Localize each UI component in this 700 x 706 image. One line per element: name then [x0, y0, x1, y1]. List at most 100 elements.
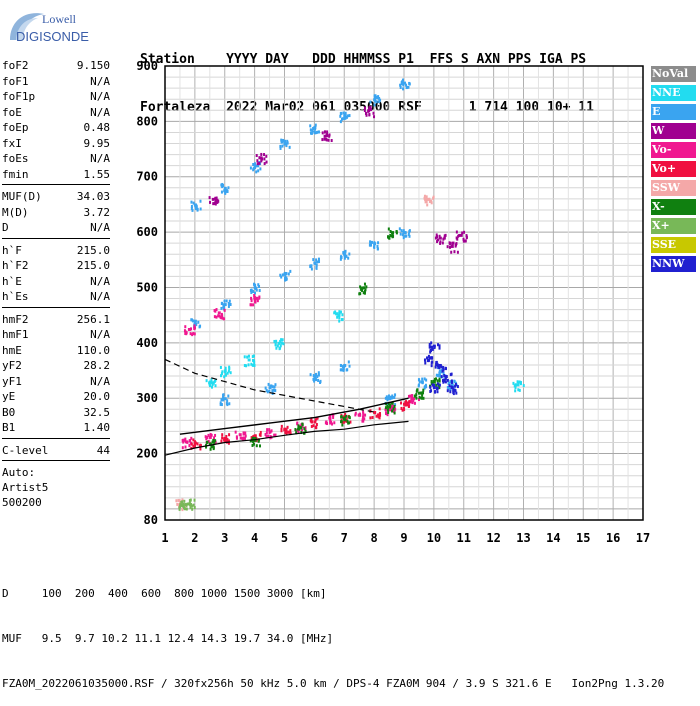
data-point	[336, 312, 339, 316]
data-point	[436, 382, 439, 386]
data-point	[190, 204, 193, 208]
data-point	[359, 292, 362, 296]
data-point	[424, 198, 427, 202]
data-point	[276, 344, 279, 348]
data-point	[226, 438, 229, 442]
data-point	[345, 254, 348, 258]
data-point	[257, 169, 260, 173]
data-point	[198, 444, 201, 448]
data-point	[336, 315, 339, 319]
data-point	[220, 306, 223, 310]
data-point	[254, 291, 257, 295]
data-point	[391, 406, 394, 410]
data-point	[340, 255, 343, 259]
data-point	[441, 379, 444, 383]
param-value: 110.0	[76, 343, 110, 357]
param-value: 20.0	[83, 390, 111, 403]
data-point	[423, 358, 426, 362]
data-point	[210, 445, 213, 449]
data-point	[223, 397, 227, 401]
data-point	[433, 377, 436, 381]
data-point	[403, 81, 406, 85]
data-point	[417, 398, 420, 402]
data-point	[432, 344, 436, 348]
footer-file-info: FZA0M_2022061035000.RSF / 320fx256h 50 k…	[2, 677, 665, 690]
y-tick-label: 900	[136, 59, 158, 73]
data-point	[181, 446, 184, 450]
param-row: foF1p N/A	[2, 89, 110, 105]
param-value: 215.0	[76, 259, 110, 272]
data-point	[422, 396, 425, 400]
data-point	[273, 433, 276, 437]
data-point	[413, 401, 416, 405]
data-point	[376, 244, 379, 248]
data-point	[193, 445, 196, 449]
legend-item-w: W	[651, 123, 696, 139]
data-point	[373, 103, 376, 107]
data-point	[436, 379, 439, 383]
data-point	[212, 381, 215, 385]
data-point	[387, 394, 390, 398]
data-point	[362, 412, 365, 416]
data-point	[223, 186, 227, 190]
data-point	[196, 207, 199, 211]
data-point	[405, 234, 408, 238]
data-point	[255, 444, 258, 448]
data-point	[315, 131, 318, 135]
data-point	[449, 390, 452, 394]
data-point	[341, 313, 344, 317]
data-point	[438, 377, 441, 381]
data-point	[390, 401, 393, 405]
data-point	[516, 383, 520, 387]
data-point	[343, 418, 347, 422]
data-point	[373, 245, 376, 249]
data-point	[235, 435, 238, 439]
data-point	[192, 438, 195, 442]
data-point	[264, 433, 267, 437]
data-point	[359, 285, 362, 289]
data-point	[283, 427, 287, 431]
data-point	[435, 233, 438, 237]
data-point	[407, 404, 410, 408]
x-tick-label: 8	[371, 531, 378, 545]
data-point	[455, 230, 458, 234]
data-point	[339, 310, 342, 314]
polarization-legend: NoVal NNE E W Vo- Vo+ SSW X- X+ SSE NNW	[651, 66, 696, 275]
x-tick-label: 17	[636, 531, 650, 545]
data-point	[246, 355, 249, 359]
data-point	[450, 244, 454, 248]
data-point	[268, 386, 272, 390]
data-point	[223, 305, 226, 309]
x-tick-label: 13	[516, 531, 530, 545]
data-point	[335, 312, 338, 316]
data-point	[448, 245, 451, 249]
data-point	[313, 379, 316, 383]
data-point	[345, 418, 348, 422]
data-point	[271, 389, 274, 393]
data-point	[363, 289, 366, 293]
data-point	[175, 499, 178, 503]
x-tick-label: 10	[427, 531, 441, 545]
param-value: 28.2	[83, 359, 111, 372]
data-point	[430, 345, 433, 349]
data-point	[181, 503, 185, 507]
param-row: hmE 110.0	[2, 343, 110, 359]
data-point	[450, 383, 454, 387]
data-point	[314, 372, 317, 376]
data-point	[184, 445, 187, 449]
data-point	[289, 269, 292, 273]
data-point	[424, 384, 427, 388]
plot-frame	[164, 65, 644, 521]
data-point	[253, 164, 257, 168]
data-point	[181, 498, 184, 502]
data-point	[228, 299, 231, 303]
data-point	[377, 413, 380, 417]
data-point	[462, 237, 465, 241]
data-point	[273, 385, 276, 389]
param-value: 1.40	[83, 421, 111, 434]
data-point	[193, 332, 196, 336]
data-point	[402, 87, 405, 91]
data-point	[440, 375, 443, 379]
data-point	[362, 410, 365, 414]
data-point	[393, 395, 396, 399]
